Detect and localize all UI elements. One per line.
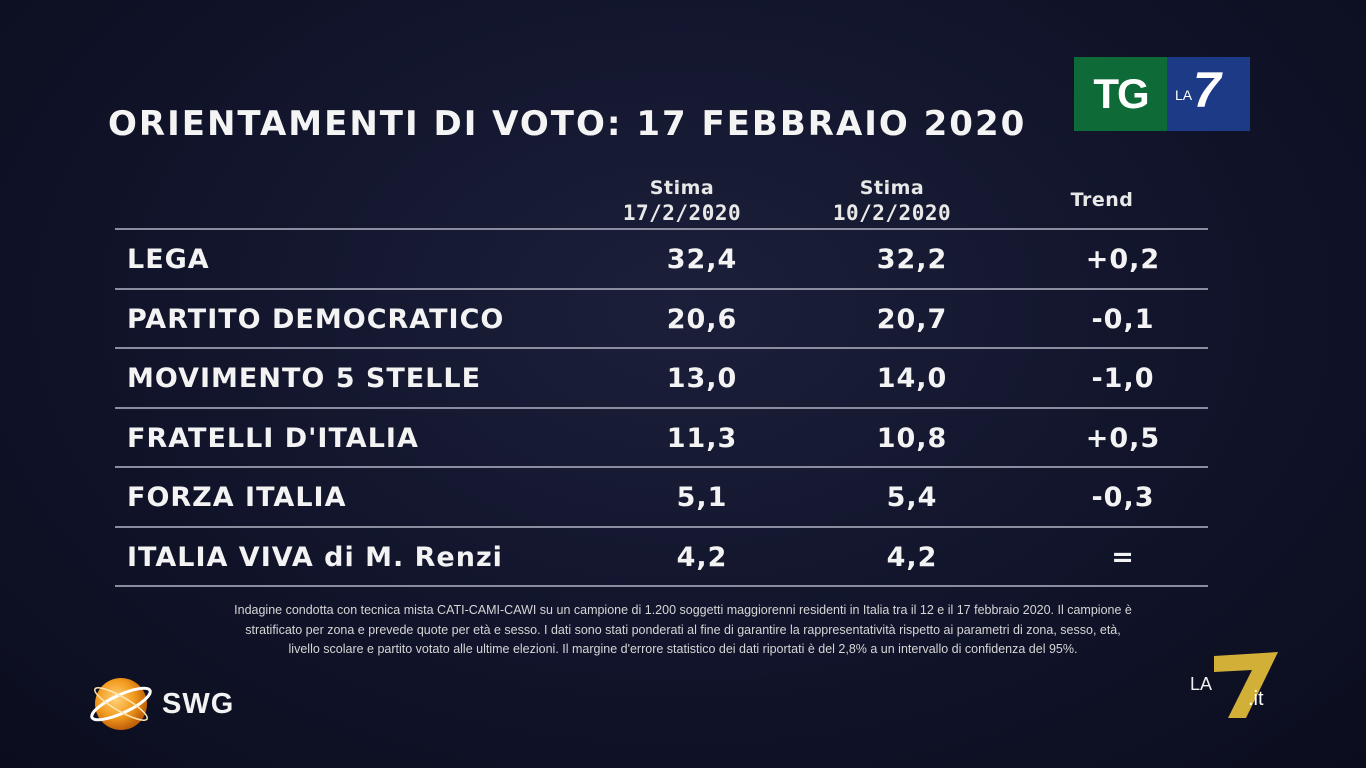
divider	[115, 347, 1208, 349]
value-current: 11,3	[666, 423, 738, 454]
swg-logo: SWG	[88, 674, 234, 734]
trend-value: -0,3	[1091, 482, 1155, 513]
value-previous: 4,2	[886, 542, 938, 573]
swg-globe-icon	[88, 674, 154, 734]
la7-logo-block: LA 7	[1167, 57, 1250, 131]
table-row: FORZA ITALIA 5,1 5,4 -0,3	[115, 469, 1208, 527]
page-title: ORIENTAMENTI DI VOTO: 17 FEBBRAIO 2020	[108, 104, 1027, 144]
divider	[115, 288, 1208, 290]
party-name: MOVIMENTO 5 STELLE	[127, 363, 482, 394]
party-name: PARTITO DEMOCRATICO	[127, 304, 505, 335]
value-previous: 5,4	[886, 482, 938, 513]
trend-value: -1,0	[1091, 363, 1155, 394]
column-header-trend: Trend	[1070, 189, 1134, 211]
table-row: FRATELLI D'ITALIA 11,3 10,8 +0,5	[115, 410, 1208, 468]
value-current: 4,2	[676, 542, 728, 573]
trend-value: -0,1	[1091, 304, 1155, 335]
methodology-note: Indagine condotta con tecnica mista CATI…	[80, 601, 1286, 660]
la7it-la: LA	[1190, 674, 1213, 694]
value-current: 5,1	[676, 482, 728, 513]
trend-value: +0,5	[1085, 423, 1161, 454]
la7it-domain: .it	[1248, 688, 1264, 710]
note-line: livello scolare e partito votato alle ul…	[288, 642, 1078, 656]
value-current: 32,4	[666, 244, 738, 275]
party-name: LEGA	[127, 244, 210, 275]
column-header-label: Stima	[859, 177, 925, 199]
note-line: Indagine condotta con tecnica mista CATI…	[234, 603, 1132, 617]
la7-logo-la: LA	[1175, 87, 1193, 103]
tg-la7-logo: TG LA 7	[1074, 57, 1250, 131]
value-previous: 10,8	[876, 423, 948, 454]
la7-logo-seven: 7	[1193, 62, 1221, 118]
note-line: stratificato per zona e prevede quote pe…	[245, 622, 1121, 637]
divider	[115, 228, 1208, 230]
column-header-date: 17/2/2020	[622, 201, 742, 225]
trend-value: +0,2	[1085, 244, 1161, 275]
column-header-date: 10/2/2020	[832, 201, 952, 225]
divider	[115, 526, 1208, 528]
table-row: PARTITO DEMOCRATICO 20,6 20,7 -0,1	[115, 291, 1208, 349]
column-header-stima-previous: Stima 10/2/2020	[810, 176, 974, 226]
divider	[115, 407, 1208, 409]
swg-logo-text: SWG	[162, 687, 235, 720]
table-row: LEGA 32,4 32,2 +0,2	[115, 231, 1208, 289]
column-header-stima-current: Stima 17/2/2020	[600, 176, 764, 226]
value-current: 13,0	[666, 363, 738, 394]
party-name: ITALIA VIVA di M. Renzi	[127, 542, 503, 573]
party-name: FORZA ITALIA	[127, 482, 347, 513]
la7-it-logo: LA 7 .it	[1186, 648, 1286, 720]
value-current: 20,6	[666, 304, 738, 335]
tg-logo-text: TG	[1074, 57, 1167, 131]
table-row: MOVIMENTO 5 STELLE 13,0 14,0 -1,0	[115, 350, 1208, 408]
column-header-label: Stima	[649, 177, 715, 199]
value-previous: 20,7	[876, 304, 948, 335]
table-row: ITALIA VIVA di M. Renzi 4,2 4,2 =	[115, 529, 1208, 587]
trend-value: =	[1111, 542, 1135, 573]
value-previous: 14,0	[876, 363, 948, 394]
party-name: FRATELLI D'ITALIA	[127, 423, 419, 454]
divider	[115, 466, 1208, 468]
value-previous: 32,2	[876, 244, 948, 275]
divider	[115, 585, 1208, 587]
